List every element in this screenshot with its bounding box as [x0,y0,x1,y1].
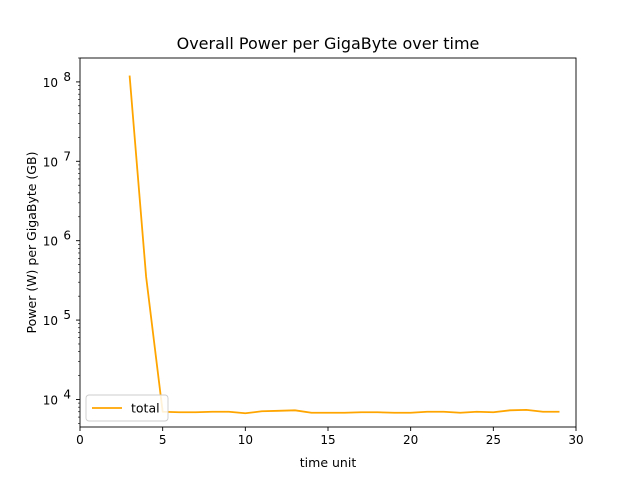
y-tick-exponent: 4 [63,387,71,401]
y-tick-exponent: 8 [63,70,71,84]
legend-label-total: total [131,401,160,416]
x-tick-label: 15 [320,433,335,447]
x-tick-label: 30 [568,433,583,447]
y-tick-label: 10 [43,235,58,249]
y-tick-label: 10 [43,155,58,169]
x-tick-label: 25 [486,433,501,447]
y-axis: 10 4 10 5 10 6 10 7 10 8 [43,57,80,424]
x-axis-label: time unit [300,455,357,470]
chart-title: Overall Power per GigaByte over time [177,34,480,53]
x-tick-label: 10 [238,433,253,447]
y-tick-exponent: 6 [63,229,71,243]
legend-box [85,394,169,422]
y-tick-label: 10 [43,393,58,407]
x-tick-label: 20 [403,433,418,447]
x-tick-label: 5 [159,433,167,447]
plot-frame [79,57,577,428]
y-tick-label: 10 [43,76,58,90]
series-line-total [128,75,560,415]
y-tick-label: 10 [43,314,58,328]
plot-area [128,75,560,415]
legend: total [85,394,169,422]
x-tick-label: 0 [76,433,84,447]
y-axis-label: Power (W) per GigaByte (GB) [24,152,39,334]
y-tick-exponent: 5 [63,308,71,322]
x-axis: 0 5 10 15 20 25 30 [76,427,584,447]
y-tick-exponent: 7 [63,149,71,163]
